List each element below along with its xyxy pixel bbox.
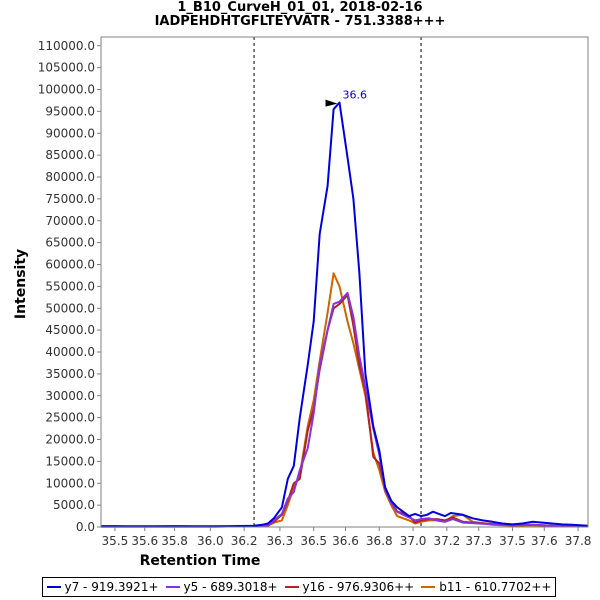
x-tick-label: 35.8 (161, 534, 188, 548)
y-tick-label: 55000.0 (45, 279, 95, 293)
x-tick-label: 37.3 (465, 534, 492, 548)
y-tick-label: 110000.0 (38, 39, 95, 53)
legend-swatch (421, 586, 436, 588)
legend-swatch (284, 586, 299, 588)
y-tick-label: 95000.0 (45, 104, 95, 118)
y-tick-label: 70000.0 (45, 214, 95, 228)
y-tick-label: 80000.0 (45, 170, 95, 184)
y-tick-label: 65000.0 (45, 236, 95, 250)
y-tick-label: 20000.0 (45, 433, 95, 447)
legend-item: y7 - 919.3921+ (46, 580, 159, 594)
x-tick-label: 37.8 (565, 534, 592, 548)
x-tick-label: 36.0 (197, 534, 224, 548)
x-tick-label: 36.3 (267, 534, 294, 548)
y-tick-label: 35000.0 (45, 367, 95, 381)
legend-item: y5 - 689.3018+ (165, 580, 278, 594)
plot-area-border (100, 36, 589, 528)
y-tick-label: 25000.0 (45, 411, 95, 425)
legend-item: b11 - 610.7702++ (421, 580, 551, 594)
chromatogram-chart: 36.6 0.0 5000.0 10000.0 15000.0 20000.0 25000… (13, 36, 592, 569)
y-tick-label: 0.0 (76, 520, 95, 534)
y-tick-label: 75000.0 (45, 192, 95, 206)
x-tick-label: 37.6 (531, 534, 558, 548)
legend-label: b11 - 610.7702++ (439, 580, 552, 594)
legend-item: y16 - 976.9306++ (284, 580, 415, 594)
chart-legend: y7 - 919.3921+ y5 - 689.3018+ y16 - 976.93… (42, 577, 556, 597)
legend-swatch (46, 586, 61, 588)
peak-label: 36.6 (342, 89, 367, 102)
peak-marker (325, 99, 338, 107)
y-tick-label: 30000.0 (45, 389, 95, 403)
legend-swatch (165, 586, 180, 588)
x-tick-label: 37.0 (400, 534, 427, 548)
y-tick-label: 45000.0 (45, 323, 95, 337)
y-axis-label: Intensity (13, 249, 29, 319)
x-axis-label: Retention Time (140, 553, 261, 569)
y-tick-label: 60000.0 (45, 258, 95, 272)
x-tick-label: 36.5 (300, 534, 327, 548)
y-tick-label: 90000.0 (45, 126, 95, 140)
legend-label: y5 - 689.3018+ (183, 580, 278, 594)
x-tick-label: 36.8 (366, 534, 393, 548)
legend-label: y7 - 919.3921+ (64, 580, 159, 594)
chart-subtitle: IADPEHDHTGFLTEYVATR - 751.3388+++ (154, 14, 446, 29)
chart-title: 1_B10_CurveH_01_01, 2018-02-16 (177, 0, 423, 15)
legend-label: y16 - 976.9306++ (302, 580, 415, 594)
y-tick-label: 100000.0 (38, 83, 95, 97)
series-line (101, 294, 589, 528)
x-tick-label: 37.5 (499, 534, 526, 548)
x-tick-label: 36.2 (231, 534, 258, 548)
x-tick-label: 37.2 (434, 534, 461, 548)
y-tick-label: 5000.0 (53, 498, 95, 512)
y-tick-label: 15000.0 (45, 454, 95, 468)
y-tick-label: 10000.0 (45, 476, 95, 490)
x-tick-label: 35.6 (131, 534, 158, 548)
y-tick-label: 40000.0 (45, 345, 95, 359)
y-tick-label: 105000.0 (38, 61, 95, 75)
series-line (101, 272, 589, 528)
y-tick-label: 50000.0 (45, 301, 95, 315)
x-tick-label: 36.6 (332, 534, 359, 548)
series-line (101, 101, 589, 528)
y-tick-label: 85000.0 (45, 148, 95, 162)
x-tick-label: 35.5 (102, 534, 129, 548)
series-line (101, 291, 589, 528)
